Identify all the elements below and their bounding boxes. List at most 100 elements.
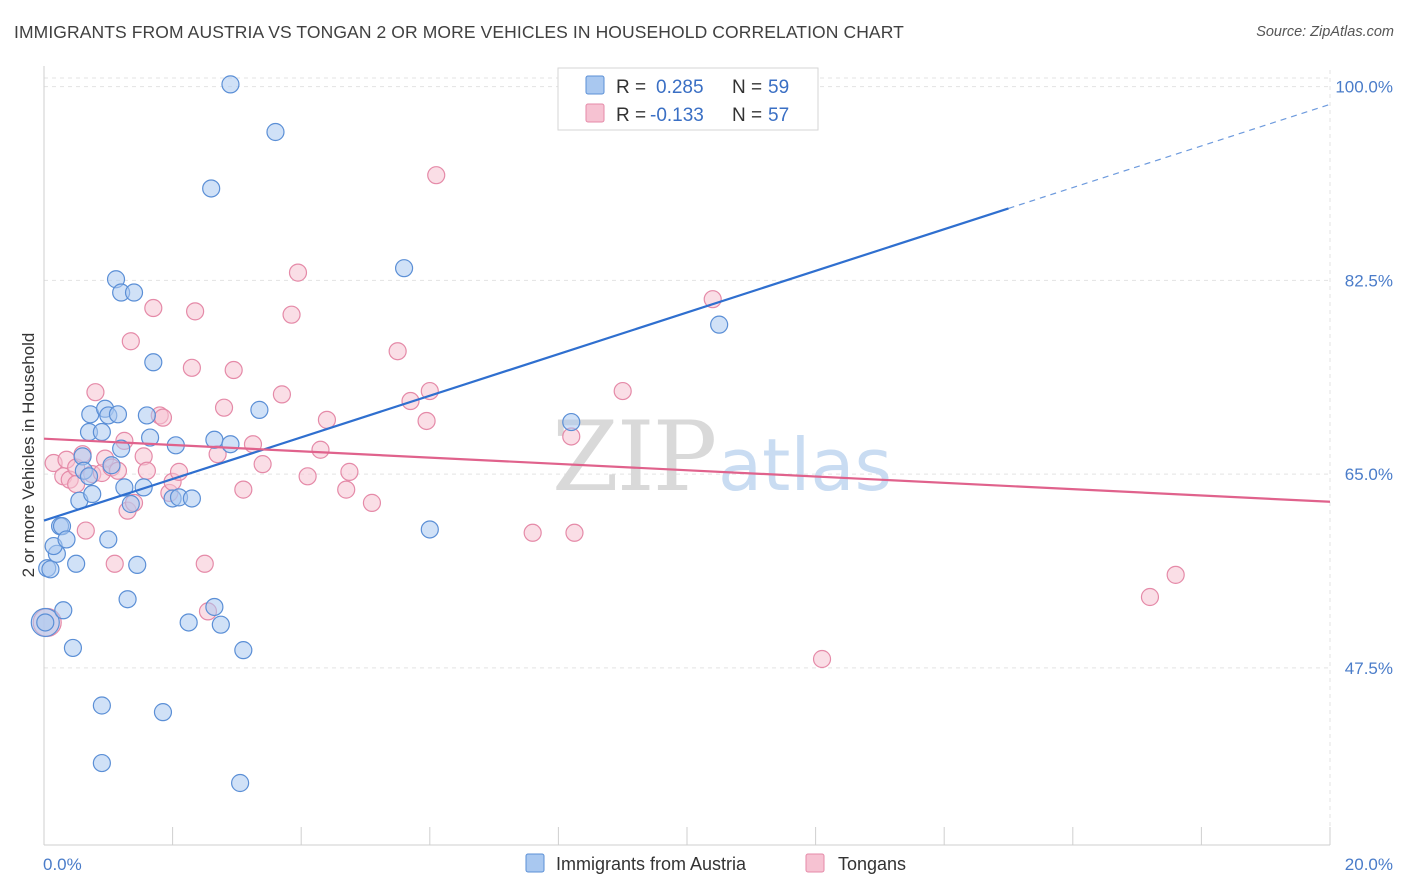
austria-point bbox=[234, 641, 253, 660]
tongans-point bbox=[427, 166, 446, 185]
austria-point bbox=[92, 753, 111, 773]
austria-trend-extension bbox=[1008, 103, 1331, 209]
austria-point bbox=[420, 520, 439, 539]
chart-title: IMMIGRANTS FROM AUSTRIA VS TONGAN 2 OR M… bbox=[14, 22, 904, 42]
austria-point bbox=[118, 590, 137, 609]
austria-point bbox=[124, 283, 144, 302]
tick-labels: 47.5% 65.0% 82.5% 100.0% 0.0% 20.0% bbox=[43, 78, 1393, 874]
tongans-point bbox=[144, 298, 163, 318]
tongans-point bbox=[340, 462, 359, 481]
austria-point bbox=[221, 75, 240, 94]
trend-lines bbox=[43, 103, 1331, 522]
austria-point bbox=[153, 703, 173, 722]
austria-trend-line bbox=[43, 207, 1009, 522]
austria-point bbox=[140, 428, 160, 447]
legend-swatch-tongans bbox=[585, 103, 605, 123]
austria-point bbox=[266, 122, 285, 142]
tongans-point bbox=[1140, 587, 1160, 607]
x-tick-label-1: 20.0% bbox=[1345, 855, 1393, 874]
austria-point bbox=[83, 484, 102, 504]
austria-point bbox=[115, 478, 134, 497]
austria-point bbox=[92, 696, 111, 715]
watermark-atlas: atlas bbox=[718, 423, 892, 507]
source-label: Source: ZipAtlas.com bbox=[1256, 24, 1394, 40]
austria-point bbox=[128, 555, 147, 574]
austria-point bbox=[205, 597, 224, 617]
tongans-point bbox=[137, 461, 156, 480]
tongans-point bbox=[812, 649, 832, 669]
austria-point bbox=[137, 406, 156, 425]
austria-point bbox=[562, 412, 581, 432]
tongans-point bbox=[362, 493, 382, 512]
tongans-point bbox=[388, 342, 407, 361]
austria-point bbox=[108, 405, 128, 424]
tongans-point bbox=[234, 480, 253, 499]
austria-point bbox=[179, 613, 198, 632]
tongans-point bbox=[182, 358, 201, 377]
austria-point bbox=[221, 435, 240, 454]
legend-r-value-austria: 0.285 bbox=[656, 77, 704, 98]
series-swatch-tongans bbox=[805, 853, 825, 873]
austria-point bbox=[202, 179, 221, 198]
legend-r-label-tongans: R = bbox=[616, 105, 646, 126]
tongans-point bbox=[317, 410, 337, 429]
y-axis-label: 2 or more Vehicles in Household bbox=[19, 333, 38, 578]
tongans-point bbox=[613, 381, 632, 401]
tongans-point bbox=[417, 411, 436, 431]
austria-point bbox=[41, 560, 60, 579]
y-tick-label-3: 100.0% bbox=[1335, 78, 1393, 97]
tongans-point bbox=[224, 360, 243, 380]
series-label-tongans: Tongans bbox=[838, 854, 906, 874]
austria-point bbox=[182, 489, 201, 508]
tongans-point bbox=[86, 383, 105, 402]
tongans-point bbox=[253, 455, 272, 474]
series-swatch-austria bbox=[525, 853, 545, 873]
austria-point bbox=[99, 530, 118, 549]
legend-n-label-austria: N = bbox=[732, 77, 762, 98]
tongans-point bbox=[186, 302, 205, 321]
tongans-point bbox=[523, 523, 542, 542]
series-label-austria: Immigrants from Austria bbox=[556, 854, 747, 874]
austria-point bbox=[92, 422, 111, 442]
legend-n-label-tongans: N = bbox=[732, 105, 762, 126]
legend-r-value-tongans: -0.133 bbox=[650, 105, 704, 126]
legend-n-value-austria: 59 bbox=[768, 77, 789, 98]
austria-point bbox=[67, 554, 86, 573]
tongans-point bbox=[153, 408, 173, 427]
tongans-point bbox=[105, 554, 124, 573]
axes-layer bbox=[43, 66, 1331, 846]
austria-point bbox=[121, 494, 140, 514]
tongans-point bbox=[282, 305, 301, 324]
tongans-point bbox=[214, 398, 234, 417]
tongans-point bbox=[298, 467, 317, 486]
correlation-legend: R = 0.285 N = 59 R = -0.133 N = 57 bbox=[557, 67, 819, 131]
watermark: ZIP atlas bbox=[552, 401, 892, 513]
austria-point bbox=[63, 638, 83, 658]
austria-points bbox=[30, 75, 729, 793]
x-tick-label-0: 0.0% bbox=[43, 855, 82, 874]
legend-n-value-tongans: 57 bbox=[768, 105, 789, 126]
tongans-point bbox=[1166, 565, 1185, 584]
tongans-point bbox=[195, 554, 214, 573]
series-legend: Immigrants from Austria Tongans bbox=[525, 853, 906, 874]
y-tick-label-2: 82.5% bbox=[1345, 271, 1393, 290]
tongans-point bbox=[337, 480, 356, 499]
austria-point bbox=[54, 601, 73, 620]
y-tick-label-0: 47.5% bbox=[1345, 659, 1393, 678]
austria-point bbox=[79, 467, 99, 486]
austria-point bbox=[231, 773, 250, 793]
austria-point bbox=[710, 315, 729, 334]
austria-point bbox=[394, 259, 414, 278]
austria-point bbox=[144, 353, 163, 372]
austria-point bbox=[250, 400, 269, 419]
austria-point bbox=[36, 613, 55, 632]
austria-point bbox=[102, 456, 121, 475]
tongans-point bbox=[76, 521, 95, 540]
tongans-point bbox=[288, 263, 308, 282]
tongans-point bbox=[311, 440, 330, 459]
tongans-point bbox=[565, 523, 584, 542]
austria-point bbox=[112, 439, 131, 458]
tongans-trend-line bbox=[43, 437, 1331, 503]
austria-point bbox=[57, 530, 76, 549]
